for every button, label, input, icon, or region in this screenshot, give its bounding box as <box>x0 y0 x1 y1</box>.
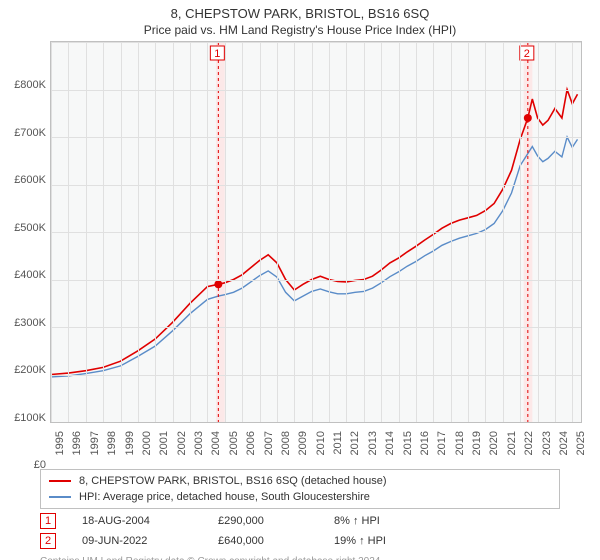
x-tick-label: 2003 <box>193 431 205 455</box>
x-tick-label: 1996 <box>71 431 83 455</box>
sale-price: £290,000 <box>218 515 308 527</box>
x-tick-label: 2022 <box>523 431 535 455</box>
y-tick-label: £800K <box>14 79 46 91</box>
chart-footer: Contains HM Land Registry data © Crown c… <box>40 555 560 560</box>
x-tick-label: 2001 <box>158 431 170 455</box>
x-tick-label: 1997 <box>89 431 101 455</box>
x-tick-label: 2005 <box>228 431 240 455</box>
x-tick-label: 2015 <box>402 431 414 455</box>
x-tick-label: 2000 <box>141 431 153 455</box>
x-tick-label: 2014 <box>384 431 396 455</box>
x-tick-label: 2002 <box>176 431 188 455</box>
x-tick-label: 2017 <box>436 431 448 455</box>
legend-swatch-icon <box>49 480 71 482</box>
sale-date: 09-JUN-2022 <box>82 535 192 547</box>
sales-list: 1 18-AUG-2004 £290,000 8% ↑ HPI 2 09-JUN-2022… <box>0 513 600 549</box>
y-tick-label: £700K <box>14 127 46 139</box>
y-tick-label: £300K <box>14 317 46 329</box>
x-tick-label: 1998 <box>106 431 118 455</box>
legend-item: 8, CHEPSTOW PARK, BRISTOL, BS16 6SQ (det… <box>49 473 551 489</box>
sale-delta: 19% ↑ HPI <box>334 535 386 547</box>
y-tick-label: £200K <box>14 364 46 376</box>
x-tick-label: 2018 <box>454 431 466 455</box>
sale-delta: 8% ↑ HPI <box>334 515 380 527</box>
legend-item: HPI: Average price, detached house, Sout… <box>49 489 551 505</box>
x-tick-label: 2010 <box>315 431 327 455</box>
x-tick-label: 2012 <box>349 431 361 455</box>
sale-row: 1 18-AUG-2004 £290,000 8% ↑ HPI <box>40 513 560 529</box>
x-axis: 1995 1996 1997 1998 1999 2000 2001 2002 2003 2004… <box>50 427 582 467</box>
legend-label: HPI: Average price, detached house, Sout… <box>79 489 370 505</box>
x-tick-label: 2021 <box>506 431 518 455</box>
y-tick-label: £600K <box>14 174 46 186</box>
x-tick-label: 2013 <box>367 431 379 455</box>
x-tick-label: 2016 <box>419 431 431 455</box>
svg-text:2: 2 <box>524 48 530 60</box>
chart-plot-area: 12 <box>50 41 582 423</box>
x-tick-label: 2025 <box>575 431 587 455</box>
sale-row: 2 09-JUN-2022 £640,000 19% ↑ HPI <box>40 533 560 549</box>
sale-date: 18-AUG-2004 <box>82 515 192 527</box>
svg-text:1: 1 <box>214 48 220 60</box>
footer-line: Contains HM Land Registry data © Crown c… <box>40 555 560 560</box>
x-tick-label: 2011 <box>332 431 344 455</box>
x-tick-label: 2004 <box>210 431 222 455</box>
x-tick-label: 1999 <box>124 431 136 455</box>
chart-title: 8, CHEPSTOW PARK, BRISTOL, BS16 6SQ <box>0 6 600 21</box>
x-tick-label: 2009 <box>297 431 309 455</box>
legend-label: 8, CHEPSTOW PARK, BRISTOL, BS16 6SQ (det… <box>79 473 387 489</box>
x-tick-label: 2006 <box>245 431 257 455</box>
legend-swatch-icon <box>49 496 71 498</box>
y-tick-label: £500K <box>14 222 46 234</box>
legend: 8, CHEPSTOW PARK, BRISTOL, BS16 6SQ (det… <box>40 469 560 509</box>
y-tick-label: £0 <box>34 459 46 471</box>
x-tick-label: 2007 <box>263 431 275 455</box>
x-tick-label: 2008 <box>280 431 292 455</box>
sale-price: £640,000 <box>218 535 308 547</box>
chart-subtitle: Price paid vs. HM Land Registry's House … <box>0 23 600 37</box>
x-tick-label: 2024 <box>558 431 570 455</box>
y-tick-label: £100K <box>14 412 46 424</box>
x-tick-label: 2019 <box>471 431 483 455</box>
sale-number-box: 2 <box>40 533 56 549</box>
x-tick-label: 2023 <box>541 431 553 455</box>
y-tick-label: £400K <box>14 269 46 281</box>
x-tick-label: 1995 <box>54 431 66 455</box>
y-axis: £0£100K£200K£300K£400K£500K£600K£700K£80… <box>0 85 48 467</box>
x-tick-label: 2020 <box>488 431 500 455</box>
sale-number-box: 1 <box>40 513 56 529</box>
